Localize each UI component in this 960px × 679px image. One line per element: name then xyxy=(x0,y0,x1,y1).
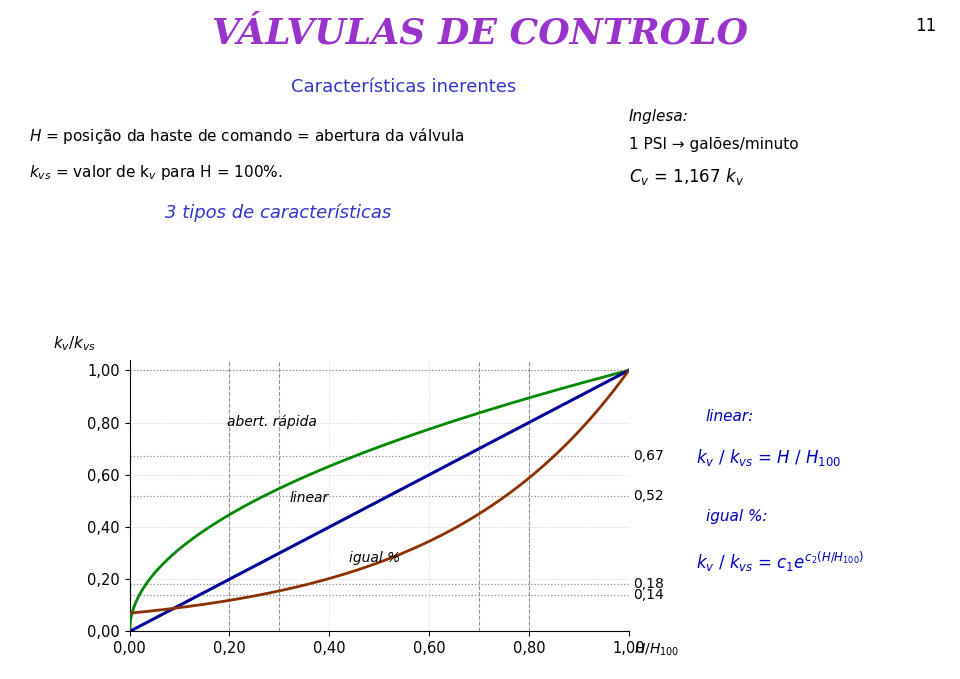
Text: $C_v$ = 1,167 $k_v$: $C_v$ = 1,167 $k_v$ xyxy=(629,166,744,187)
Text: 1 PSI → galões/minuto: 1 PSI → galões/minuto xyxy=(629,137,799,152)
Text: Inglesa:: Inglesa: xyxy=(629,109,688,124)
Text: 11: 11 xyxy=(915,17,936,35)
Text: 3 tipos de características: 3 tipos de características xyxy=(165,204,392,222)
Text: $k_v/k_{vs}$: $k_v/k_{vs}$ xyxy=(53,334,96,353)
Text: $k_{vs}$ = valor de k$_v$ para H = 100%.: $k_{vs}$ = valor de k$_v$ para H = 100%. xyxy=(29,163,282,182)
Text: linear: linear xyxy=(289,491,328,505)
Text: Características inerentes: Características inerentes xyxy=(291,78,516,96)
Text: 0,18: 0,18 xyxy=(634,577,664,591)
Text: $k_v$ / $k_{vs}$ = $H$ / $H_{100}$: $k_v$ / $k_{vs}$ = $H$ / $H_{100}$ xyxy=(696,447,841,468)
Text: igual %:: igual %: xyxy=(706,509,767,524)
Text: abert. rápida: abert. rápida xyxy=(227,415,317,429)
Text: 0,67: 0,67 xyxy=(634,449,664,464)
Text: igual %: igual % xyxy=(349,551,400,565)
Text: 0,14: 0,14 xyxy=(634,588,664,602)
Text: linear:: linear: xyxy=(706,409,754,424)
Text: $H$ = posição da haste de comando = abertura da válvula: $H$ = posição da haste de comando = aber… xyxy=(29,126,464,145)
Text: $k_v$ / $k_{vs}$ = $c_1 e^{c_2(H/H_{100})}$: $k_v$ / $k_{vs}$ = $c_1 e^{c_2(H/H_{100}… xyxy=(696,550,864,574)
Text: $H/H_{100}$: $H/H_{100}$ xyxy=(634,642,679,658)
Text: VÁLVULAS DE CONTROLO: VÁLVULAS DE CONTROLO xyxy=(212,17,748,51)
Text: 0,52: 0,52 xyxy=(634,489,664,502)
